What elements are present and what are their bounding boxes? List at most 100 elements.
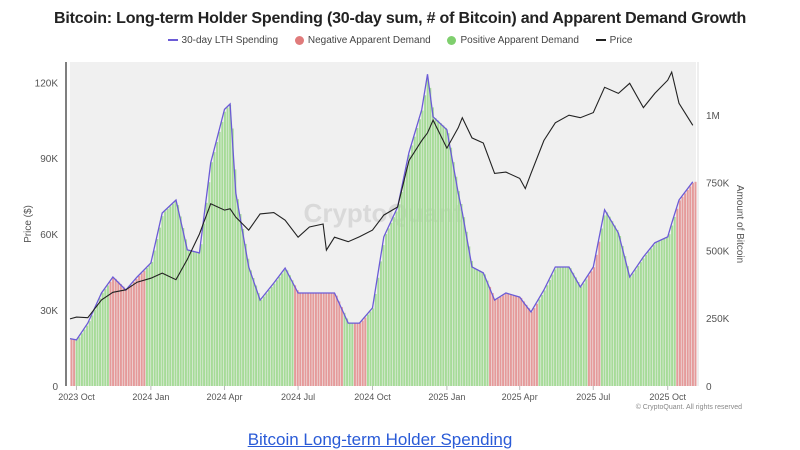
bar-positive-demand bbox=[164, 211, 167, 386]
bar-negative-demand bbox=[333, 293, 336, 386]
bar-positive-demand bbox=[476, 269, 479, 386]
bar-positive-demand bbox=[663, 238, 666, 386]
bar-positive-demand bbox=[572, 272, 575, 386]
bar-positive-demand bbox=[580, 286, 583, 386]
x-tick-label: 2024 Jul bbox=[281, 392, 315, 402]
bar-negative-demand bbox=[109, 281, 112, 386]
x-tick-label: 2024 Apr bbox=[206, 392, 242, 402]
bar-positive-demand bbox=[343, 312, 346, 386]
bar-positive-demand bbox=[668, 234, 671, 386]
right-tick-label: 0 bbox=[706, 382, 712, 393]
bar-positive-demand bbox=[613, 225, 616, 386]
bar-positive-demand bbox=[434, 118, 437, 386]
legend-item-lth-spending[interactable]: 30-day LTH Spending bbox=[167, 35, 278, 46]
legend-item-price[interactable]: Price bbox=[595, 35, 632, 46]
bar-positive-demand bbox=[405, 167, 408, 386]
bar-positive-demand bbox=[104, 289, 107, 386]
bar-positive-demand bbox=[200, 244, 203, 386]
bar-positive-demand bbox=[543, 290, 546, 386]
bar-negative-demand bbox=[132, 281, 135, 386]
bar-positive-demand bbox=[637, 265, 640, 386]
bar-negative-demand bbox=[140, 273, 143, 386]
bar-positive-demand bbox=[234, 169, 237, 386]
bar-positive-demand bbox=[645, 254, 648, 386]
bar-positive-demand bbox=[255, 285, 258, 386]
bar-positive-demand bbox=[658, 241, 661, 386]
bar-positive-demand bbox=[567, 267, 570, 386]
bar-positive-demand bbox=[411, 145, 414, 386]
legend-label: Positive Apparent Demand bbox=[460, 35, 579, 46]
bar-positive-demand bbox=[83, 329, 86, 386]
bar-positive-demand bbox=[450, 147, 453, 386]
right-tick-label: 500K bbox=[706, 246, 730, 257]
legend-item-negative-demand[interactable]: Negative Apparent Demand bbox=[294, 35, 431, 46]
bar-positive-demand bbox=[439, 123, 442, 386]
bar-positive-demand bbox=[273, 283, 276, 386]
x-tick-label: 2025 Oct bbox=[649, 392, 686, 402]
bar-positive-demand bbox=[278, 276, 281, 386]
bar-positive-demand bbox=[205, 202, 208, 386]
bar-positive-demand bbox=[429, 87, 432, 387]
bar-positive-demand bbox=[463, 217, 466, 386]
bar-positive-demand bbox=[413, 136, 416, 386]
bar-positive-demand bbox=[78, 337, 81, 386]
bar-negative-demand bbox=[598, 241, 601, 386]
bar-positive-demand bbox=[390, 222, 393, 386]
bar-positive-demand bbox=[151, 261, 154, 386]
bar-negative-demand bbox=[301, 293, 304, 386]
left-tick-label: 90K bbox=[40, 154, 58, 165]
bar-positive-demand bbox=[650, 248, 653, 386]
bar-negative-demand bbox=[694, 181, 697, 386]
bar-positive-demand bbox=[192, 251, 195, 386]
bar-positive-demand bbox=[382, 245, 385, 386]
bar-positive-demand bbox=[174, 201, 177, 386]
bar-negative-demand bbox=[686, 189, 689, 386]
bar-positive-demand bbox=[455, 176, 458, 386]
bar-positive-demand bbox=[283, 270, 286, 386]
bar-positive-demand bbox=[270, 286, 273, 386]
bar-positive-demand bbox=[288, 275, 291, 386]
bar-negative-demand bbox=[530, 311, 533, 386]
bar-positive-demand bbox=[247, 258, 250, 386]
bar-positive-demand bbox=[166, 208, 169, 386]
x-tick-label: 2025 Apr bbox=[502, 392, 538, 402]
bar-negative-demand bbox=[327, 293, 330, 386]
line-swatch-icon bbox=[167, 39, 178, 42]
bar-positive-demand bbox=[265, 293, 268, 386]
bar-positive-demand bbox=[239, 214, 242, 386]
bar-positive-demand bbox=[184, 239, 187, 386]
bar-positive-demand bbox=[286, 270, 289, 386]
bar-negative-demand bbox=[138, 276, 141, 386]
legend-item-positive-demand[interactable]: Positive Apparent Demand bbox=[447, 35, 579, 46]
bar-positive-demand bbox=[179, 216, 182, 386]
bar-negative-demand bbox=[489, 286, 492, 386]
bar-negative-demand bbox=[678, 200, 681, 386]
bar-positive-demand bbox=[369, 311, 372, 386]
bar-positive-demand bbox=[629, 276, 632, 386]
bar-positive-demand bbox=[377, 277, 380, 386]
bar-negative-demand bbox=[364, 317, 367, 386]
lth-spending-line bbox=[69, 74, 694, 341]
bar-positive-demand bbox=[569, 268, 572, 386]
bar-positive-demand bbox=[671, 225, 674, 386]
bar-positive-demand bbox=[398, 204, 401, 386]
source-link[interactable]: Bitcoin Long-term Holder Spending bbox=[247, 430, 513, 449]
bar-negative-demand bbox=[299, 293, 302, 386]
left-tick-label: 0 bbox=[52, 382, 58, 393]
bar-positive-demand bbox=[481, 271, 484, 386]
bar-positive-demand bbox=[197, 252, 200, 386]
bar-positive-demand bbox=[652, 245, 655, 386]
bar-positive-demand bbox=[99, 298, 102, 386]
bar-negative-demand bbox=[528, 308, 531, 386]
bar-negative-demand bbox=[114, 278, 117, 386]
bar-positive-demand bbox=[421, 110, 424, 386]
bar-positive-demand bbox=[473, 267, 476, 386]
bar-positive-demand bbox=[208, 182, 211, 386]
bar-positive-demand bbox=[582, 283, 585, 386]
bar-positive-demand bbox=[262, 296, 265, 386]
bar-positive-demand bbox=[203, 223, 206, 386]
bar-positive-demand bbox=[275, 280, 278, 386]
bar-negative-demand bbox=[325, 293, 328, 386]
bar-negative-demand bbox=[122, 286, 125, 386]
bar-negative-demand bbox=[309, 293, 312, 386]
